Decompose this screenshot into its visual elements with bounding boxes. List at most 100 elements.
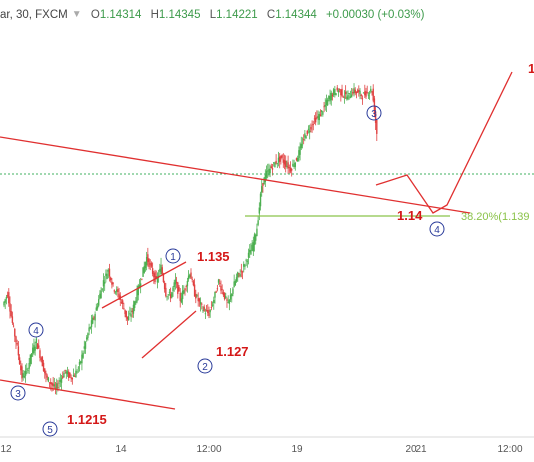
candle-body: [239, 274, 241, 277]
candle-body: [348, 92, 350, 94]
candle-body: [175, 282, 178, 284]
candle-body: [259, 193, 262, 207]
candle-body: [74, 376, 76, 377]
wave-circle-3-left: [10, 385, 26, 401]
candle-body: [210, 307, 213, 308]
close-value: 1.14344: [275, 9, 317, 21]
candle-body: [270, 166, 273, 168]
candle-body: [159, 268, 161, 272]
candle-body: [286, 166, 288, 167]
x-tick: 12: [0, 444, 12, 455]
candle-body: [131, 310, 133, 312]
candle-body: [253, 234, 256, 246]
candle-body: [219, 282, 221, 284]
candle-body: [153, 273, 155, 278]
candle-body: [364, 91, 366, 96]
candle-body: [237, 272, 239, 278]
candle-body: [3, 301, 5, 306]
candle-body: [102, 280, 105, 287]
candle-body: [335, 93, 337, 96]
candle-body: [279, 156, 281, 162]
candle-body: [288, 167, 290, 168]
candle-body: [145, 256, 148, 266]
candle-body: [10, 311, 12, 317]
open-value: 1.14314: [99, 9, 142, 21]
candle-body: [355, 91, 358, 94]
candle-body: [192, 281, 195, 286]
candle-body: [370, 88, 372, 92]
candle-body: [27, 370, 29, 371]
wave-circle-4-right: [429, 221, 445, 237]
candle-body: [306, 130, 308, 135]
candle-body: [36, 343, 39, 350]
candle-body: [101, 288, 103, 290]
wave-circle-4-left: [28, 322, 44, 338]
candle-body: [77, 367, 80, 369]
candle-body: [90, 320, 93, 328]
candle-body: [186, 280, 189, 287]
candle-body: [229, 294, 232, 300]
candle-body: [273, 162, 275, 164]
candle-body: [374, 111, 377, 123]
candle-body: [353, 88, 355, 94]
candle-body: [121, 300, 124, 304]
chevron-down-icon[interactable]: ▼: [71, 9, 82, 20]
candle-body: [302, 139, 305, 141]
candle-body: [179, 292, 181, 301]
chart-header: ar, 30, FXCM ▼ O1.14314 H1.14345 L1.14221…: [0, 9, 424, 25]
candle-body: [21, 366, 23, 379]
candle-body: [282, 159, 285, 163]
candle-body: [220, 285, 222, 291]
candle-body: [217, 279, 220, 283]
candle-body: [366, 92, 368, 93]
candle-body: [70, 377, 72, 379]
low-label: L: [209, 9, 217, 21]
candle-body: [138, 285, 141, 288]
candle-body: [330, 92, 332, 101]
candle-body: [320, 110, 323, 112]
candle-body: [144, 262, 147, 269]
x-tick: 12:00: [196, 444, 221, 455]
candle-body: [344, 91, 347, 95]
candle-body: [257, 220, 259, 225]
wave-label-4-left: 4: [33, 326, 39, 337]
candle-body: [293, 165, 295, 167]
candle-body: [362, 92, 365, 94]
candle-body: [307, 128, 310, 130]
candle-body: [308, 130, 311, 133]
candle-body: [354, 89, 356, 94]
candle-body: [82, 352, 84, 358]
candle-body: [241, 271, 244, 273]
candle-body: [22, 373, 24, 378]
candle-body: [35, 338, 38, 344]
candle-body: [195, 293, 197, 299]
candle-body: [88, 327, 90, 332]
candle-body: [316, 116, 318, 118]
candle-body: [267, 170, 269, 172]
candle-body: [311, 125, 313, 127]
price-label-1135: 1.135: [197, 249, 230, 264]
candle-body: [312, 124, 314, 125]
candle-body: [20, 365, 22, 371]
candle-body: [39, 350, 41, 358]
lower-trendline: [0, 379, 176, 410]
candle-body: [191, 279, 193, 280]
candle-body: [4, 299, 6, 303]
candle-body: [18, 357, 21, 365]
trendlines: [0, 71, 513, 410]
candle-body: [76, 371, 78, 373]
wave-circle-3-right: [366, 105, 382, 121]
candle-body: [181, 290, 184, 300]
candle-body: [118, 293, 120, 299]
candle-body: [184, 288, 186, 290]
candle-body: [24, 370, 27, 376]
candle-body: [198, 298, 201, 302]
x-axis-ticks: 12 14 12:00 19 20 21 12:00: [0, 444, 523, 455]
candle-body: [38, 345, 40, 348]
candle-body: [147, 254, 149, 262]
symbol-label[interactable]: ar, 30, FXCM: [0, 9, 68, 21]
high-label: H: [150, 9, 159, 21]
candle-body: [367, 94, 370, 96]
candle-body: [97, 299, 100, 306]
